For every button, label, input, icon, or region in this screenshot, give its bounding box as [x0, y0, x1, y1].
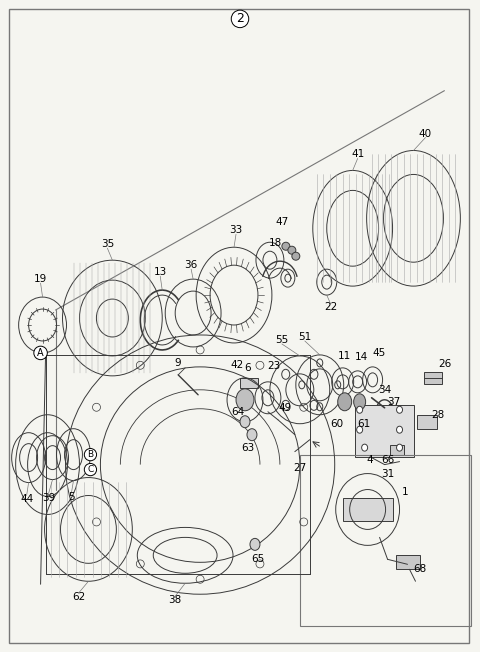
Text: 9: 9 — [175, 358, 181, 368]
Text: 26: 26 — [438, 359, 451, 369]
Text: A: A — [37, 348, 44, 358]
Text: 35: 35 — [101, 239, 114, 249]
Ellipse shape — [292, 252, 300, 260]
Text: 41: 41 — [351, 149, 364, 160]
Text: 61: 61 — [357, 419, 370, 429]
Bar — [390, 445, 404, 454]
Text: 44: 44 — [20, 494, 33, 505]
Text: 49: 49 — [278, 403, 291, 413]
Text: 65: 65 — [252, 554, 264, 565]
Ellipse shape — [357, 426, 363, 433]
Bar — [343, 497, 393, 522]
Text: 64: 64 — [231, 407, 245, 417]
Text: 14: 14 — [355, 352, 368, 362]
Text: 47: 47 — [275, 217, 288, 228]
Ellipse shape — [338, 393, 352, 411]
Bar — [355, 405, 415, 456]
Ellipse shape — [250, 539, 260, 550]
Ellipse shape — [247, 429, 257, 441]
Text: 38: 38 — [168, 595, 182, 605]
Ellipse shape — [357, 406, 363, 413]
Ellipse shape — [396, 444, 403, 451]
Text: 1: 1 — [402, 486, 409, 497]
Text: 4: 4 — [366, 454, 373, 465]
Ellipse shape — [282, 243, 290, 250]
Text: 40: 40 — [419, 128, 432, 139]
Text: 68: 68 — [413, 564, 426, 574]
Text: 22: 22 — [324, 302, 337, 312]
Text: 62: 62 — [72, 592, 85, 602]
Text: 2: 2 — [236, 12, 244, 25]
Text: 13: 13 — [154, 267, 167, 277]
Text: 5: 5 — [68, 492, 75, 501]
Ellipse shape — [236, 389, 254, 411]
Text: 28: 28 — [431, 409, 444, 420]
Text: 55: 55 — [275, 335, 288, 345]
Bar — [300, 454, 471, 626]
Ellipse shape — [354, 394, 366, 409]
Bar — [418, 415, 437, 429]
Bar — [424, 372, 443, 384]
Text: 11: 11 — [338, 351, 351, 361]
Bar — [396, 556, 420, 569]
Text: 33: 33 — [229, 226, 242, 235]
Text: 63: 63 — [241, 443, 254, 452]
Text: 39: 39 — [42, 492, 55, 503]
Ellipse shape — [396, 426, 403, 433]
Text: 45: 45 — [372, 348, 385, 358]
Text: 34: 34 — [378, 385, 391, 395]
Text: 23: 23 — [267, 361, 280, 371]
Text: 18: 18 — [269, 238, 283, 248]
Text: 60: 60 — [330, 419, 343, 429]
Ellipse shape — [396, 406, 403, 413]
Text: 37: 37 — [387, 397, 400, 407]
Text: 31: 31 — [381, 469, 394, 479]
Text: 6: 6 — [245, 363, 252, 373]
Ellipse shape — [361, 444, 368, 451]
Text: 36: 36 — [184, 260, 198, 270]
Text: 19: 19 — [34, 274, 47, 284]
Text: B: B — [87, 450, 94, 459]
Bar — [240, 378, 258, 388]
Text: 42: 42 — [230, 360, 244, 370]
Ellipse shape — [288, 246, 296, 254]
Text: 27: 27 — [293, 462, 306, 473]
Ellipse shape — [240, 416, 250, 428]
Text: 51: 51 — [298, 332, 312, 342]
Text: 66: 66 — [381, 454, 394, 465]
Text: C: C — [87, 465, 94, 474]
